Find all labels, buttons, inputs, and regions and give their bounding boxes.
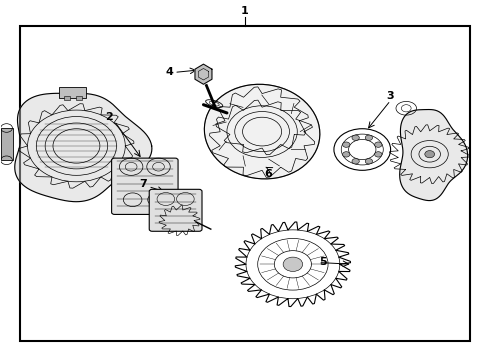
- Text: 1: 1: [241, 6, 249, 17]
- FancyBboxPatch shape: [112, 158, 178, 215]
- Circle shape: [352, 135, 359, 140]
- Circle shape: [283, 257, 303, 271]
- Bar: [59, 87, 86, 98]
- Text: 3: 3: [387, 91, 394, 101]
- Polygon shape: [15, 93, 152, 202]
- Ellipse shape: [204, 84, 320, 179]
- Text: 4: 4: [165, 67, 173, 77]
- Text: 2: 2: [105, 112, 113, 122]
- Bar: [64, 96, 70, 100]
- Polygon shape: [195, 64, 212, 84]
- Circle shape: [375, 142, 382, 147]
- Text: 6: 6: [265, 168, 272, 179]
- Circle shape: [365, 135, 372, 140]
- Circle shape: [352, 159, 359, 164]
- Circle shape: [343, 152, 350, 157]
- Bar: [20, 26, 470, 341]
- Text: 5: 5: [319, 257, 327, 267]
- Bar: [76, 96, 82, 100]
- Circle shape: [375, 152, 382, 157]
- Bar: [0, 128, 13, 160]
- Text: 7: 7: [140, 179, 147, 189]
- FancyBboxPatch shape: [149, 189, 202, 231]
- Circle shape: [343, 142, 350, 147]
- Circle shape: [365, 159, 372, 164]
- Circle shape: [425, 150, 435, 158]
- Polygon shape: [400, 109, 467, 201]
